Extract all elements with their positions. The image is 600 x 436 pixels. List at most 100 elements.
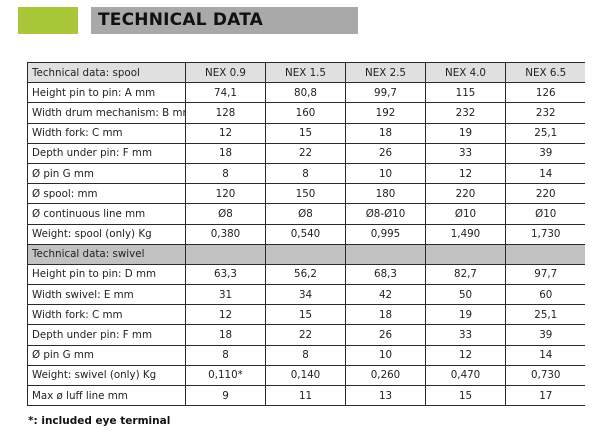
- cell-value: 8: [185, 344, 266, 366]
- cell-value: 26: [345, 142, 426, 164]
- empty-header-cell: [345, 243, 426, 265]
- title-bar: TECHNICAL DATA: [91, 7, 358, 34]
- page-edge: [585, 62, 600, 414]
- empty-header-cell: [265, 243, 346, 265]
- cell-value: 0,110*: [185, 364, 266, 386]
- cell-value: 31: [185, 284, 266, 305]
- cell-value: 14: [505, 162, 586, 184]
- cell-value: 0,260: [345, 364, 426, 386]
- cell-value: 68,3: [345, 263, 426, 285]
- cell-value: 1,490: [425, 223, 506, 245]
- row-label: Depth under pin: F mm: [27, 142, 186, 164]
- row-label: Ø pin G mm: [27, 162, 186, 184]
- row-label: Height pin to pin: D mm: [27, 263, 186, 285]
- table-row: Depth under pin: F mm 18 22 26 33 39: [27, 324, 586, 346]
- cell-value: 19: [425, 304, 506, 325]
- section-label: Technical data: spool: [27, 61, 186, 83]
- cell-value: 0,470: [425, 364, 506, 386]
- table-row: Depth under pin: F mm 18 22 26 33 39: [27, 142, 586, 164]
- cell-value: Ø8: [185, 203, 266, 224]
- table-row: Ø continuous line mm Ø8 Ø8 Ø8-Ø10 Ø10 Ø10: [27, 203, 586, 224]
- cell-value: 82,7: [425, 263, 506, 285]
- cell-value: 26: [345, 324, 426, 346]
- empty-header-cell: [505, 243, 586, 265]
- cell-value: 15: [425, 384, 506, 407]
- cell-value: 33: [425, 142, 506, 164]
- cell-value: 12: [425, 162, 506, 184]
- cell-value: 220: [425, 183, 506, 204]
- cell-value: 18: [185, 142, 266, 164]
- cell-value: 10: [345, 344, 426, 366]
- empty-header-cell: [185, 243, 266, 265]
- cell-value: Ø10: [505, 203, 586, 224]
- table-row: Ø pin G mm 8 8 10 12 14: [27, 344, 586, 366]
- cell-value: 0,540: [265, 223, 346, 245]
- table-row: Width fork: C mm 12 15 18 19 25,1: [27, 122, 586, 144]
- cell-value: 14: [505, 344, 586, 366]
- cell-value: 192: [345, 102, 426, 124]
- cell-value: 80,8: [265, 82, 346, 103]
- accent-block: [18, 7, 78, 34]
- cell-value: 10: [345, 162, 426, 184]
- cell-value: Ø8-Ø10: [345, 203, 426, 224]
- table-row: Width swivel: E mm 31 34 42 50 60: [27, 284, 586, 305]
- table-row: Weight: swivel (only) Kg 0,110* 0,140 0,260…: [27, 364, 586, 386]
- cell-value: 33: [425, 324, 506, 346]
- model-header: NEX 1.5: [265, 61, 346, 83]
- row-label: Ø continuous line mm: [27, 203, 186, 224]
- page-title: TECHNICAL DATA: [98, 10, 264, 30]
- cell-value: 12: [425, 344, 506, 366]
- section-label: Technical data: swivel: [27, 243, 186, 265]
- row-label: Weight: swivel (only) Kg: [27, 364, 186, 386]
- cell-value: 150: [265, 183, 346, 204]
- row-label: Depth under pin: F mm: [27, 324, 186, 346]
- cell-value: 97,7: [505, 263, 586, 285]
- model-header: NEX 0.9: [185, 61, 266, 83]
- cell-value: 8: [265, 162, 346, 184]
- cell-value: 0,140: [265, 364, 346, 386]
- cell-value: 63,3: [185, 263, 266, 285]
- swivel-header-row: Technical data: swivel: [27, 243, 586, 265]
- cell-value: 50: [425, 284, 506, 305]
- cell-value: 8: [265, 344, 346, 366]
- model-header: NEX 4.0: [425, 61, 506, 83]
- cell-value: 220: [505, 183, 586, 204]
- cell-value: 34: [265, 284, 346, 305]
- cell-value: 180: [345, 183, 426, 204]
- cell-value: 42: [345, 284, 426, 305]
- row-label: Height pin to pin: A mm: [27, 82, 186, 103]
- cell-value: 39: [505, 142, 586, 164]
- cell-value: 74,1: [185, 82, 266, 103]
- cell-value: 11: [265, 384, 346, 407]
- cell-value: 9: [185, 384, 266, 407]
- row-label: Weight: spool (only) Kg: [27, 223, 186, 245]
- model-header: NEX 6.5: [505, 61, 586, 83]
- cell-value: 0,995: [345, 223, 426, 245]
- cell-value: 13: [345, 384, 426, 407]
- cell-value: 17: [505, 384, 586, 407]
- table-row: Width drum mechanism: B mm 128 160 192 232 23…: [27, 102, 586, 124]
- cell-value: 232: [505, 102, 586, 124]
- cell-value: 19: [425, 122, 506, 144]
- cell-value: 128: [185, 102, 266, 124]
- cell-value: 18: [345, 304, 426, 325]
- row-label: Max ø luff line mm: [27, 384, 186, 407]
- cell-value: 25,1: [505, 304, 586, 325]
- cell-value: 18: [345, 122, 426, 144]
- cell-value: 126: [505, 82, 586, 103]
- cell-value: 15: [265, 122, 346, 144]
- cell-value: 115: [425, 82, 506, 103]
- technical-data-table: Technical data: spool NEX 0.9 NEX 1.5 NEX 2…: [27, 61, 586, 407]
- cell-value: 1,730: [505, 223, 586, 245]
- row-label: Width drum mechanism: B mm: [27, 102, 186, 124]
- cell-value: 160: [265, 102, 346, 124]
- cell-value: Ø8: [265, 203, 346, 224]
- cell-value: 60: [505, 284, 586, 305]
- table-row: Height pin to pin: D mm 63,3 56,2 68,3 82,7 9…: [27, 263, 586, 285]
- cell-value: 39: [505, 324, 586, 346]
- table-row: Ø pin G mm 8 8 10 12 14: [27, 162, 586, 184]
- cell-value: 15: [265, 304, 346, 325]
- cell-value: 99,7: [345, 82, 426, 103]
- table-row: Weight: spool (only) Kg 0,380 0,540 0,995 1,…: [27, 223, 586, 245]
- cell-value: 22: [265, 324, 346, 346]
